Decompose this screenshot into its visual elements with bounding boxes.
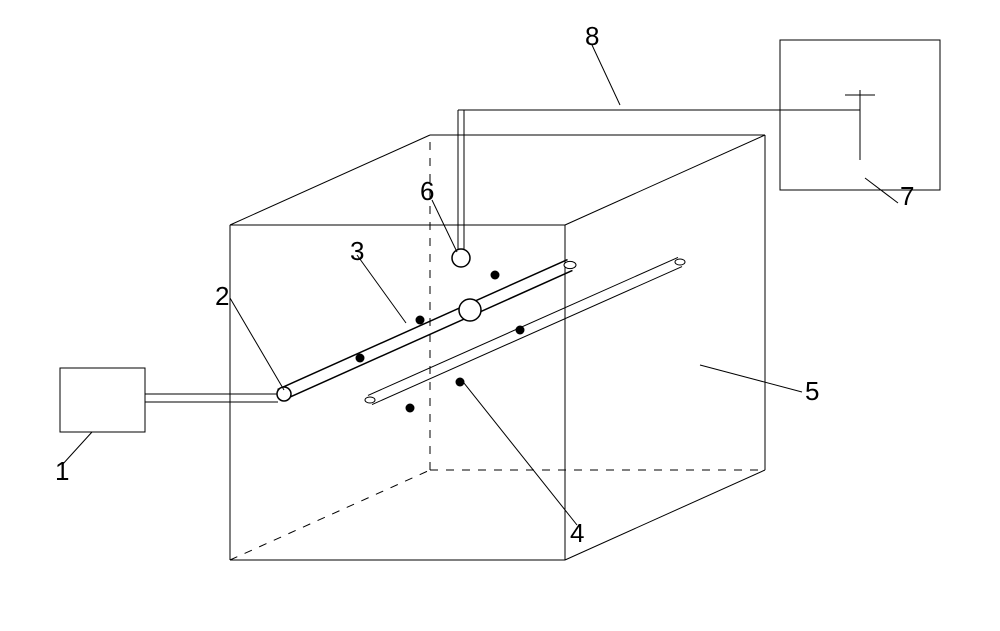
ring-6 [452, 249, 470, 267]
callout-label-3: 3 [350, 236, 364, 266]
sensor-dot [356, 354, 365, 363]
sensor-dot [406, 404, 415, 413]
callout-label-8: 8 [585, 21, 599, 51]
callout-label-6: 6 [420, 176, 434, 206]
callout-label-2: 2 [215, 281, 229, 311]
component-box-1 [60, 368, 145, 432]
rod3-center-ring [459, 299, 481, 321]
sensor-dot [491, 271, 500, 280]
callout-label-5: 5 [805, 376, 819, 406]
sensor-dot [516, 326, 525, 335]
sensor-dot [416, 316, 425, 325]
diagram-canvas: 1 2 3 4 5 6 7 8 [0, 0, 1000, 631]
callout-label-4: 4 [570, 518, 584, 548]
callout-label-7: 7 [900, 181, 914, 211]
callout-label-1: 1 [55, 456, 69, 486]
